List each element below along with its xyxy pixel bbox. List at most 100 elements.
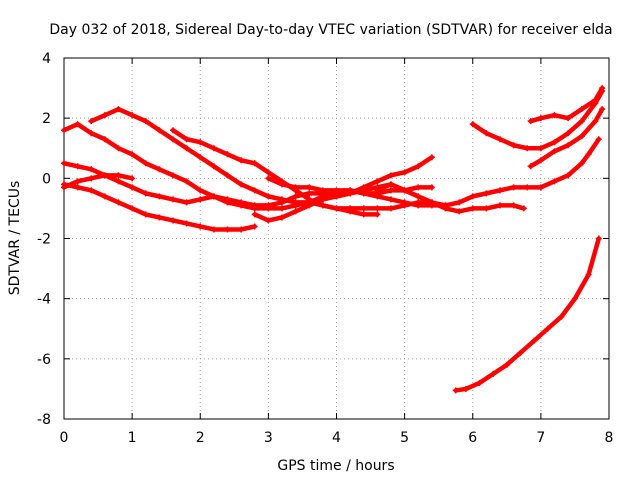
trace-segment <box>238 182 257 193</box>
trace-segment <box>157 127 176 142</box>
trace-segment <box>116 200 135 211</box>
data-point <box>520 205 527 212</box>
ticks: 0 1 2 3 4 5 6 7 8 -8 -6 -4 -2 0 2 4 <box>37 51 613 446</box>
data-point <box>428 154 435 161</box>
trace-segment <box>102 173 121 184</box>
series-arc-13 <box>452 235 602 394</box>
trace-segment <box>252 212 271 223</box>
trace-segment <box>116 179 135 190</box>
x-axis-label: GPS time / hours <box>277 458 394 474</box>
trace-segment <box>211 146 230 157</box>
trace-segment <box>497 136 516 148</box>
trace-segment <box>402 188 421 199</box>
trace-segment <box>307 197 326 208</box>
trace-segment <box>579 97 598 112</box>
trace-segment <box>225 173 244 187</box>
trace-segment <box>579 118 598 139</box>
series-arc-11 <box>527 85 606 125</box>
trace-segment <box>490 362 510 377</box>
trace-segment <box>129 206 148 217</box>
trace-segment <box>463 380 482 392</box>
trace-segment <box>504 350 523 368</box>
chart-title: Day 032 of 2018, Sidereal Day-to-day VTE… <box>49 22 612 38</box>
trace-segment <box>266 176 285 187</box>
y-tick-label: -6 <box>37 352 51 368</box>
grid <box>64 58 609 419</box>
trace-segment <box>129 152 148 166</box>
trace-segment <box>565 161 584 178</box>
series-arc-1 <box>61 121 435 212</box>
data-point <box>251 223 258 230</box>
trace-segment <box>75 121 94 136</box>
trace-segment <box>102 194 121 205</box>
trace-segment <box>416 155 435 169</box>
y-tick-label: -2 <box>37 232 51 248</box>
trace-segment <box>252 161 271 175</box>
trace-segment <box>538 149 557 163</box>
trace-segment <box>89 130 108 142</box>
trace-segment <box>402 164 421 175</box>
data-point <box>595 235 602 242</box>
y-axis-label: SDTVAR / TECUs <box>7 181 23 296</box>
trace-segment <box>157 167 176 178</box>
data-point <box>129 175 136 182</box>
data-point <box>428 184 435 191</box>
y-tick-label: 4 <box>42 51 51 67</box>
trace-segment <box>361 179 380 190</box>
trace-segment <box>586 236 602 277</box>
trace-segment <box>129 112 148 124</box>
trace-segment <box>572 272 591 301</box>
trace-segment <box>143 161 162 172</box>
y-tick-label: -4 <box>37 292 51 308</box>
trace-segment <box>61 121 80 133</box>
trace-segment <box>375 173 394 184</box>
trace-segment <box>531 326 550 344</box>
trace-segment <box>477 371 496 386</box>
trace-segment <box>89 112 108 124</box>
data-point <box>374 211 381 218</box>
x-tick-label: 4 <box>332 430 341 446</box>
trace-segment <box>116 106 135 118</box>
trace-segment <box>116 146 135 157</box>
trace-segment <box>102 106 121 118</box>
trace-segment <box>211 164 230 178</box>
x-tick-label: 0 <box>60 430 69 446</box>
trace-segment <box>89 167 108 178</box>
data-point <box>599 106 606 113</box>
y-tick-label: 2 <box>42 111 51 127</box>
trace-segment <box>552 173 571 184</box>
trace-segment <box>293 188 312 202</box>
trace-segment <box>593 106 605 124</box>
trace-segment <box>552 130 571 145</box>
x-tick-label: 7 <box>536 430 545 446</box>
trace-segment <box>593 85 605 103</box>
trace-segment <box>143 118 162 133</box>
data-point <box>599 85 606 92</box>
trace-segment <box>266 170 285 184</box>
trace-segment <box>565 133 584 148</box>
data-point <box>595 136 602 143</box>
trace-segment <box>484 130 503 142</box>
y-tick-label: 0 <box>42 171 51 187</box>
trace-segment <box>470 121 489 136</box>
x-tick-label: 3 <box>264 430 273 446</box>
trace-segment <box>170 127 189 142</box>
trace-segment <box>552 142 571 154</box>
series-arc-12 <box>527 106 606 170</box>
trace-segment <box>89 188 108 199</box>
trace-segment <box>252 188 271 199</box>
x-tick-label: 5 <box>400 430 409 446</box>
trace-segment <box>375 182 394 193</box>
trace-segment <box>565 106 584 121</box>
trace-segment <box>198 155 217 169</box>
y-tick-label: -8 <box>37 412 51 428</box>
trace-segment <box>225 152 244 163</box>
x-tick-label: 6 <box>468 430 477 446</box>
trace-segment <box>293 203 312 214</box>
x-tick-label: 2 <box>196 430 205 446</box>
trace-segment <box>416 194 435 205</box>
x-tick-label: 1 <box>128 430 137 446</box>
trace-segment <box>388 182 407 193</box>
trace-segment <box>456 194 475 205</box>
